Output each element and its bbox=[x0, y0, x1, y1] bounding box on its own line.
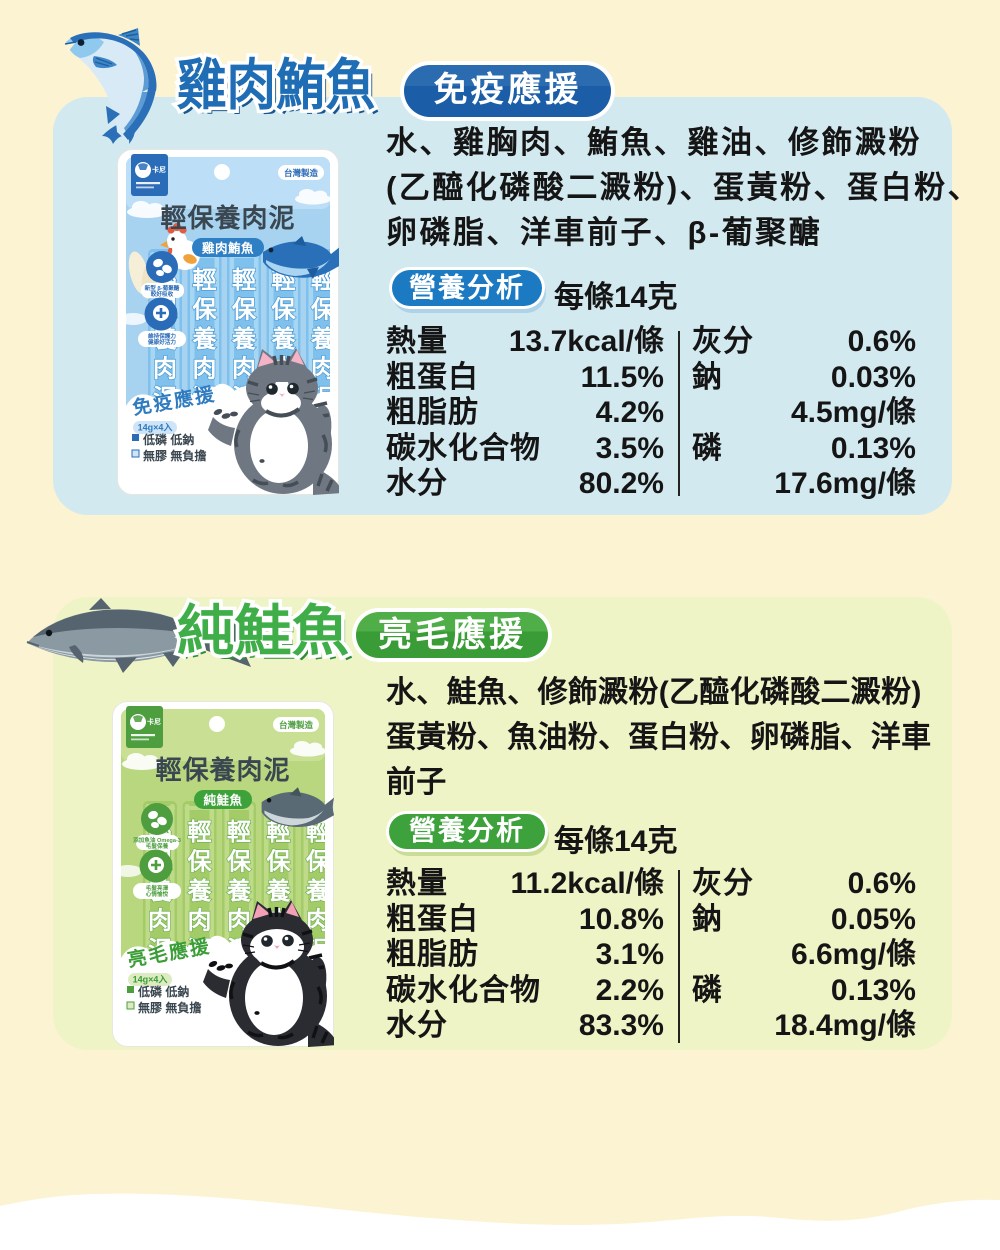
svg-text:輕: 輕 bbox=[193, 267, 217, 294]
svg-text:較好吸收: 較好吸收 bbox=[151, 290, 174, 298]
svg-text:卡尼: 卡尼 bbox=[147, 717, 161, 726]
svg-text:低磷 低鈉: 低磷 低鈉 bbox=[137, 984, 189, 999]
svg-text:養: 養 bbox=[267, 877, 291, 905]
svg-text:台灣製造: 台灣製造 bbox=[279, 720, 314, 730]
svg-text:養: 養 bbox=[188, 877, 212, 905]
svg-text:保: 保 bbox=[231, 297, 257, 324]
svg-text:肉: 肉 bbox=[306, 908, 330, 935]
svg-text:無膠 無負擔: 無膠 無負擔 bbox=[143, 448, 206, 463]
svg-text:肉: 肉 bbox=[232, 356, 256, 383]
svg-text:雞肉鮪魚: 雞肉鮪魚 bbox=[201, 241, 254, 256]
svg-text:養: 養 bbox=[311, 325, 335, 353]
svg-text:保: 保 bbox=[192, 297, 218, 324]
svg-text:維持保護力: 維持保護力 bbox=[148, 332, 176, 340]
svg-text:保: 保 bbox=[226, 849, 252, 876]
svg-text:輕: 輕 bbox=[188, 819, 212, 846]
svg-text:14g×4入: 14g×4入 bbox=[138, 423, 173, 433]
svg-text:保: 保 bbox=[266, 849, 292, 876]
svg-text:純鮭魚: 純鮭魚 bbox=[181, 605, 353, 667]
svg-text:養: 養 bbox=[306, 877, 330, 905]
svg-text:肉: 肉 bbox=[193, 356, 217, 383]
svg-text:養: 養 bbox=[227, 877, 251, 905]
svg-text:保: 保 bbox=[271, 297, 297, 324]
svg-text:輕保養肉泥: 輕保養肉泥 bbox=[155, 755, 290, 785]
svg-text:毛髮亮澤: 毛髮亮澤 bbox=[146, 884, 169, 892]
svg-text:輕保養肉泥: 輕保養肉泥 bbox=[160, 203, 295, 233]
svg-text:台灣製造: 台灣製造 bbox=[284, 168, 319, 178]
svg-text:心情愉悅: 心情愉悅 bbox=[146, 890, 169, 898]
svg-text:肉: 肉 bbox=[188, 908, 212, 935]
svg-text:肉: 肉 bbox=[148, 908, 172, 935]
svg-text:毛髮保養: 毛髮保養 bbox=[146, 842, 169, 850]
svg-text:雞肉鮪魚: 雞肉鮪魚 bbox=[177, 54, 375, 116]
svg-text:養: 養 bbox=[232, 325, 256, 353]
svg-text:卡尼: 卡尼 bbox=[152, 165, 166, 174]
svg-text:低磷 低鈉: 低磷 低鈉 bbox=[142, 432, 194, 447]
svg-text:肉: 肉 bbox=[153, 356, 177, 383]
svg-text:保: 保 bbox=[305, 849, 331, 876]
svg-text:健康好活力: 健康好活力 bbox=[148, 338, 176, 346]
svg-text:輕: 輕 bbox=[227, 819, 251, 846]
svg-text:新型 β-葡聚醣: 新型 β-葡聚醣 bbox=[145, 284, 180, 292]
svg-text:無膠 無負擔: 無膠 無負擔 bbox=[138, 1000, 201, 1015]
svg-text:輕: 輕 bbox=[232, 267, 256, 294]
svg-text:養: 養 bbox=[272, 325, 296, 353]
svg-text:添加魚油 Omega-3: 添加魚油 Omega-3 bbox=[133, 836, 181, 844]
svg-text:養: 養 bbox=[193, 325, 217, 353]
svg-text:保: 保 bbox=[187, 849, 213, 876]
svg-text:雞肉鮪魚: 雞肉鮪魚 bbox=[181, 59, 379, 121]
svg-text:14g×4入: 14g×4入 bbox=[133, 975, 168, 985]
svg-text:純鮭魚: 純鮭魚 bbox=[177, 600, 349, 662]
svg-text:純鮭魚: 純鮭魚 bbox=[203, 793, 242, 808]
svg-text:保: 保 bbox=[310, 297, 336, 324]
svg-text:肉: 肉 bbox=[311, 356, 335, 383]
